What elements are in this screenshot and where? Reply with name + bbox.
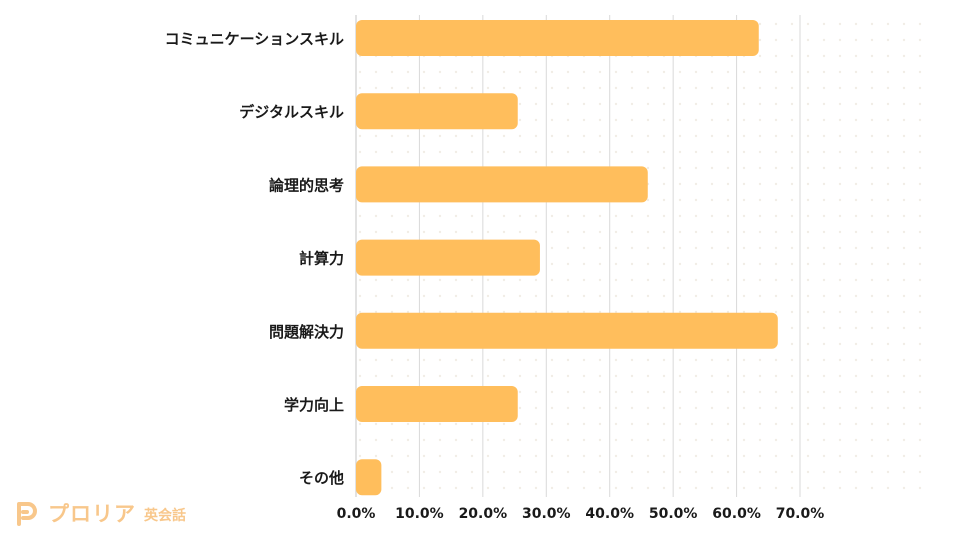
category-label: 学力向上 [284,396,344,414]
x-tick-label: 0.0% [337,506,376,522]
x-tick-label: 30.0% [522,506,571,522]
x-tick-label: 10.0% [395,506,444,522]
category-label: デジタルスキル [239,103,344,121]
x-tick-label: 20.0% [459,506,508,522]
brand-logo: プロリア 英会話 [14,498,186,528]
bar [356,239,540,276]
category-label: 問題解決力 [269,323,344,341]
bar [356,386,518,422]
x-tick-label: 40.0% [585,506,634,522]
x-tick-label: 50.0% [649,506,698,522]
x-tick-labels: 0.0% 10.0% 20.0% 30.0% 40.0% 50.0% 60.0% 70.0% [337,506,825,522]
bar [356,459,382,496]
bars [356,20,778,496]
category-label: コミュニケーションスキル [165,30,344,48]
bar [356,312,778,349]
brand-mark-icon [17,502,37,526]
bar [356,20,759,56]
category-label: 論理的思考 [269,176,344,194]
brand-name: プロリア [48,502,136,526]
bar [356,93,518,130]
category-label: その他 [299,469,344,487]
category-label: 計算力 [299,250,344,268]
x-tick-label: 60.0% [712,506,761,522]
bar [356,166,648,203]
x-tick-label: 70.0% [776,506,825,522]
brand-subtitle: 英会話 [144,508,186,524]
